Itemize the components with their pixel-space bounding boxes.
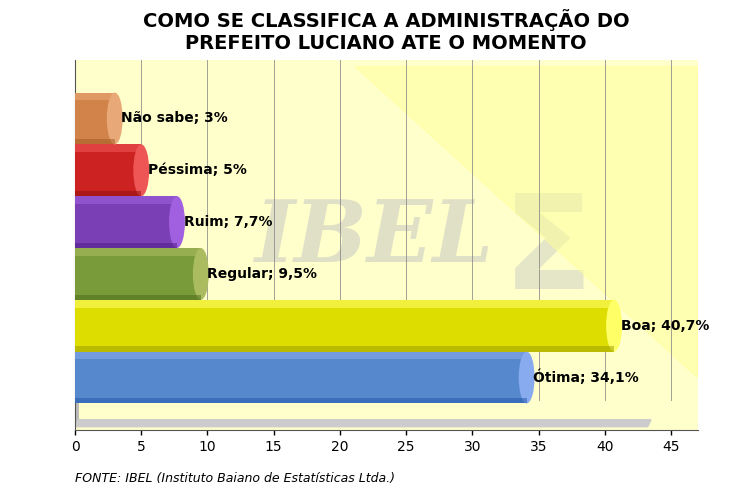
Ellipse shape <box>67 196 83 248</box>
Ellipse shape <box>134 144 149 196</box>
Bar <box>75 352 526 360</box>
Text: Σ: Σ <box>503 189 593 316</box>
Polygon shape <box>356 66 698 378</box>
Text: IBEL: IBEL <box>254 196 494 280</box>
Ellipse shape <box>169 196 185 248</box>
Text: Ruim; 7,7%: Ruim; 7,7% <box>184 215 272 229</box>
Bar <box>75 196 177 204</box>
Text: Péssima; 5%: Péssima; 5% <box>148 164 247 177</box>
Text: Regular; 9,5%: Regular; 9,5% <box>208 267 317 281</box>
Ellipse shape <box>67 144 83 196</box>
Bar <box>75 139 115 144</box>
Polygon shape <box>75 396 78 426</box>
Ellipse shape <box>67 352 83 404</box>
Bar <box>75 398 526 404</box>
Bar <box>75 248 201 256</box>
Bar <box>75 352 526 404</box>
Ellipse shape <box>606 300 622 352</box>
Text: Não sabe; 3%: Não sabe; 3% <box>122 112 228 126</box>
Text: Boa; 40,7%: Boa; 40,7% <box>621 318 709 332</box>
Bar <box>75 243 177 248</box>
Bar <box>75 144 141 152</box>
Ellipse shape <box>67 92 83 144</box>
Ellipse shape <box>519 352 535 404</box>
Bar <box>75 92 115 100</box>
Bar <box>75 346 614 352</box>
Bar <box>75 300 614 308</box>
Ellipse shape <box>193 248 208 300</box>
Bar <box>75 144 141 196</box>
Ellipse shape <box>106 92 123 144</box>
Bar <box>75 294 201 300</box>
Title: COMO SE CLASSIFICA A ADMINISTRAÇÃO DO
PREFEITO LUCIANO ATE O MOMENTO: COMO SE CLASSIFICA A ADMINISTRAÇÃO DO PR… <box>143 9 629 53</box>
Text: FONTE: IBEL (Instituto Baiano de Estatísticas Ltda.): FONTE: IBEL (Instituto Baiano de Estatís… <box>75 472 395 485</box>
Bar <box>75 92 115 144</box>
Ellipse shape <box>67 248 83 300</box>
Bar <box>75 196 177 248</box>
Text: Ótima; 34,1%: Ótima; 34,1% <box>533 370 639 386</box>
Ellipse shape <box>67 300 83 352</box>
Bar <box>75 191 141 196</box>
Bar <box>75 300 614 352</box>
Bar <box>75 248 201 300</box>
Polygon shape <box>75 420 651 426</box>
